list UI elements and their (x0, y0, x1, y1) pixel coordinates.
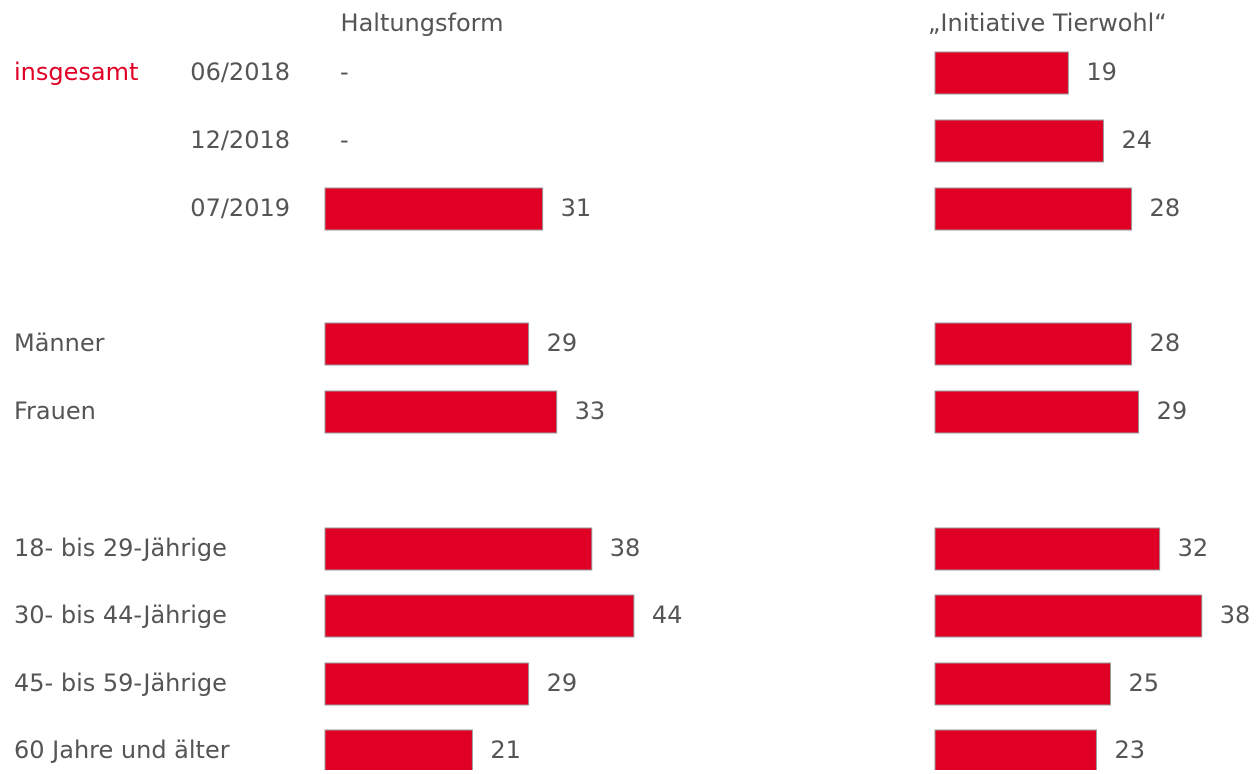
group-label: insgesamt (14, 58, 138, 86)
value-label: - (340, 58, 349, 86)
value-label: 29 (547, 329, 578, 357)
bar (934, 51, 1069, 95)
value-label: 25 (1129, 669, 1160, 697)
category-label: Frauen (14, 397, 96, 425)
bar (934, 729, 1097, 773)
bar (324, 527, 593, 571)
bar (324, 594, 635, 638)
category-label: 06/2018 (190, 58, 290, 86)
value-label: 29 (1157, 397, 1188, 425)
bar (934, 187, 1133, 231)
value-label: 44 (652, 601, 683, 629)
value-label: 28 (1150, 329, 1181, 357)
value-label: 28 (1150, 194, 1181, 222)
value-label: 38 (1220, 601, 1251, 629)
bar (934, 390, 1140, 434)
value-label: 32 (1178, 534, 1209, 562)
value-label: 29 (547, 669, 578, 697)
bar (934, 119, 1104, 163)
value-label: 23 (1114, 736, 1145, 764)
panel-title: Haltungsform (341, 9, 504, 37)
value-label: 24 (1121, 126, 1152, 154)
bar (324, 322, 530, 366)
value-label: 21 (490, 736, 521, 764)
bar (934, 527, 1161, 571)
panel-title: „Initiative Tierwohl“ (928, 9, 1167, 37)
value-label: - (340, 126, 349, 154)
category-label: 45- bis 59-Jährige (14, 669, 227, 697)
bar (324, 187, 544, 231)
bar (934, 662, 1111, 706)
category-label: 12/2018 (190, 126, 290, 154)
value-label: 38 (610, 534, 641, 562)
value-label: 33 (575, 397, 606, 425)
category-label: 18- bis 29-Jährige (14, 534, 227, 562)
bar (324, 729, 473, 773)
bar (324, 390, 558, 434)
bar (324, 662, 530, 706)
value-label: 19 (1086, 58, 1117, 86)
bar (934, 322, 1133, 366)
category-label: 60 Jahre und älter (14, 736, 230, 764)
category-label: 07/2019 (190, 194, 290, 222)
bar (934, 594, 1203, 638)
value-label: 31 (561, 194, 592, 222)
category-label: Männer (14, 329, 105, 357)
category-label: 30- bis 44-Jährige (14, 601, 227, 629)
